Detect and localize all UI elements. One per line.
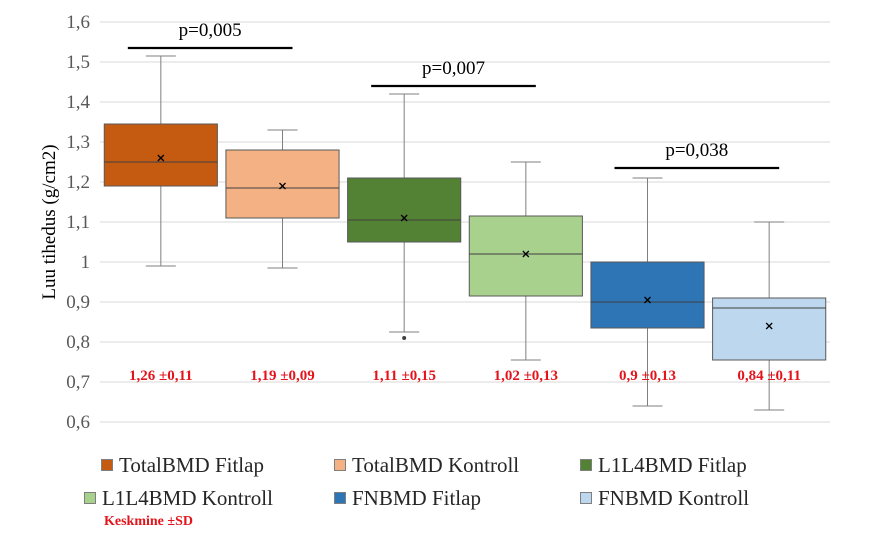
mean-marker <box>765 322 773 330</box>
stat-note: Keskmine ±SD <box>104 514 193 529</box>
legend-swatch <box>334 492 346 504</box>
mean-sd-labels: 1,26 ±0,11 1,19 ±0,09 1,11 ±0,15 1,02 ±0,13… <box>129 368 801 384</box>
y-tick-label: 0,6 <box>66 412 90 433</box>
outlier-point <box>402 336 407 340</box>
stat-label: 0,9 ±0,13 <box>619 368 676 384</box>
legend-item: TotalBMD Kontroll <box>334 452 519 478</box>
y-tick-label: 1,6 <box>66 12 90 33</box>
p-value-label: p=0,007 <box>422 58 485 79</box>
y-tick-label: 1 <box>81 252 91 273</box>
box-1 <box>225 129 340 269</box>
y-tick-label: 1,1 <box>66 212 90 233</box>
legend-item: FNBMD Fitlap <box>334 485 481 511</box>
iqr-box <box>347 177 462 243</box>
p-value-label: p=0,038 <box>665 140 728 161</box>
legend-label: FNBMD Fitlap <box>352 485 481 510</box>
iqr-box <box>712 297 827 361</box>
y-tick-label: 0,7 <box>66 372 90 393</box>
stat-label: 1,19 ±0,09 <box>250 368 314 384</box>
legend-item: L1L4BMD Kontroll <box>84 485 273 511</box>
box-5 <box>712 221 827 411</box>
stat-label: 1,11 ±0,15 <box>372 368 436 384</box>
legend-swatch <box>580 459 592 471</box>
box-2 <box>347 93 462 340</box>
mean-marker <box>644 296 651 304</box>
legend-item: TotalBMD Fitlap <box>101 452 264 478</box>
legend-item: FNBMD Kontroll <box>580 485 749 511</box>
p-value-annotations: p=0,005 p=0,007 p=0,038 <box>127 20 780 170</box>
legend-label: TotalBMD Fitlap <box>119 452 264 477</box>
y-tick-label: 1,5 <box>66 52 90 73</box>
y-tick-label: 0,8 <box>66 332 90 353</box>
legend-swatch <box>334 459 346 471</box>
iqr-box <box>103 123 218 187</box>
iqr-box <box>225 149 340 219</box>
stat-label: 1,02 ±0,13 <box>494 368 558 384</box>
legend-swatch <box>580 492 592 504</box>
legend-swatch <box>101 459 113 471</box>
gridlines <box>100 21 830 423</box>
legend-label: L1L4BMD Kontroll <box>102 485 273 510</box>
y-tick-label: 1,2 <box>66 172 90 193</box>
y-tick-label: 1,3 <box>66 132 90 153</box>
legend-label: FNBMD Kontroll <box>598 485 750 510</box>
mean-marker <box>279 182 286 190</box>
stat-label: 0,84 ±0,11 <box>737 368 801 384</box>
mean-marker <box>400 214 408 222</box>
y-axis-label: Luu tihedus (g/cm2) <box>39 144 60 299</box>
mean-marker <box>157 154 165 162</box>
box-4 <box>590 177 705 407</box>
y-tick-label: 0,9 <box>66 292 90 313</box>
box-3 <box>468 161 583 361</box>
y-tick-label: 1,4 <box>66 92 90 113</box>
y-axis-ticks: 0,6 0,7 0,8 0,9 1 1,1 1,2 1,3 1,4 1,5 1,6 <box>66 12 90 433</box>
legend-swatch <box>84 492 96 504</box>
legend-item: L1L4BMD Fitlap <box>580 452 747 478</box>
box-0 <box>103 55 218 267</box>
stat-label: 1,26 ±0,11 <box>129 368 193 384</box>
boxes-layer <box>103 55 827 411</box>
mean-marker <box>522 250 530 258</box>
iqr-box <box>468 215 583 297</box>
iqr-box <box>590 261 705 329</box>
p-value-label: p=0,005 <box>179 20 242 41</box>
box-plot-chart: 0,60,70,80,911,11,21,31,41,51,6 p=0,005p… <box>39 12 830 433</box>
legend-label: L1L4BMD Fitlap <box>598 452 747 477</box>
legend-label: TotalBMD Kontroll <box>352 452 520 477</box>
